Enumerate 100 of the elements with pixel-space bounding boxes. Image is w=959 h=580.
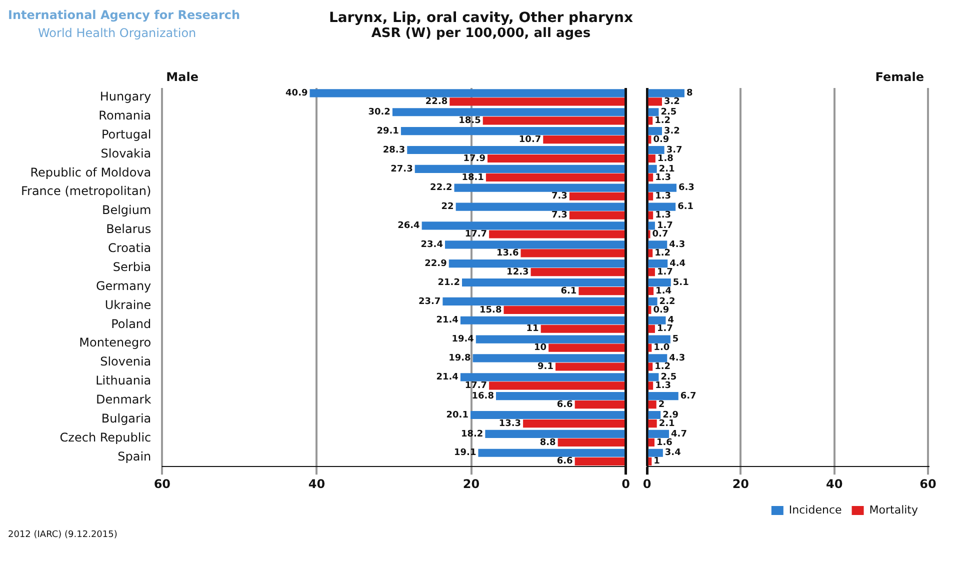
data-label: 17.7 [464,230,488,240]
data-label: 3.2 [664,97,680,108]
x-tick-label: 60 [920,476,936,491]
y-tick-label: Ukraine [104,298,152,312]
y-tick-label: Denmark [96,392,152,406]
x-tick-label: 0 [642,476,652,491]
data-label: 17.9 [463,154,486,164]
bar [530,268,625,276]
bar [648,173,654,182]
text: Female [875,70,924,84]
bar [470,410,625,420]
bar [648,362,653,371]
bar [460,316,625,324]
bar [520,249,625,258]
bar [648,89,684,98]
data-label: 22.9 [424,258,447,269]
data-label: 6.3 [678,183,694,194]
data-label: 6.6 [556,400,573,410]
data-label: 2.5 [660,372,677,382]
y-tick-label: Montenegro [79,336,152,350]
data-label: 1.2 [654,248,671,259]
bar [460,373,625,382]
data-label: 1.0 [654,343,670,354]
bar [648,316,666,324]
bar [489,382,625,390]
data-label: 2.1 [658,418,675,429]
data-label: 5 [672,334,679,345]
data-label: 1.3 [655,192,672,202]
text: Male [166,70,198,84]
data-label: 1.8 [657,154,674,164]
data-label: 8.8 [540,438,556,448]
data-label: 4 [668,316,674,326]
bar [648,400,656,409]
data-label: 21.4 [436,316,458,326]
text: International Agency for Research [8,8,240,22]
bar [422,222,625,230]
data-label: 23.7 [418,296,441,307]
data-label: 10.7 [518,134,542,145]
data-label: 1.6 [656,438,672,448]
bar [648,108,659,116]
bar [648,249,653,258]
data-label: 15.8 [480,305,502,316]
x-tick-label: 40 [826,476,843,491]
y-tick-label: Bulgaria [101,411,152,426]
data-label: 22.2 [430,183,452,194]
data-label: 3.2 [664,126,680,136]
data-label: 0.7 [652,230,668,240]
data-label: 4.7 [671,429,687,440]
data-label: 20.1 [446,410,468,420]
bar [448,260,625,268]
data-label: 2.5 [660,107,677,118]
y-tick-label: Portugal [101,127,152,142]
data-label: 0.9 [653,134,670,145]
data-label: 7.3 [551,210,568,221]
bar [648,164,657,173]
bar [648,278,671,287]
bar [648,297,658,306]
bar [648,382,654,390]
bar [648,98,662,106]
data-label: 1.3 [655,210,672,221]
bar [558,438,625,447]
bar [414,164,625,173]
text: World Health Organization [38,26,196,40]
bar [450,98,625,106]
data-label: 16.8 [472,391,494,402]
bar [648,222,655,230]
data-label: 5.1 [672,278,689,288]
data-label: 12.3 [506,267,529,278]
bar [648,240,668,249]
data-label: 1.7 [656,324,673,334]
data-label: 1.7 [656,221,673,232]
data-label: 26.4 [398,221,420,232]
data-label: 11 [526,324,539,334]
y-tick-label: Germany [96,278,152,293]
bar [648,438,654,447]
bar [648,146,664,154]
data-label: 6.1 [560,286,577,296]
data-label: 1 [654,456,660,467]
bar [442,297,625,306]
bar [569,192,625,200]
bar [648,184,677,192]
data-label: 18.1 [462,172,484,183]
data-label: 19.8 [448,354,471,364]
data-label: 8 [686,88,693,99]
data-label: 21.4 [436,372,458,382]
bar [648,192,654,200]
y-tick-label: Lithuania [96,374,152,388]
bar [523,419,625,428]
bar [310,89,625,98]
data-label: 18.5 [458,116,481,126]
data-label: 10 [534,343,547,354]
bar [444,240,625,249]
x-tick-label: 40 [308,476,326,491]
bar [543,136,625,144]
y-tick-label: Croatia [108,241,152,256]
data-label: 1.4 [656,286,672,296]
bar [504,306,625,314]
y-tick-label: Hungary [100,90,152,104]
bar [478,448,625,457]
data-label: 6.7 [680,391,696,402]
